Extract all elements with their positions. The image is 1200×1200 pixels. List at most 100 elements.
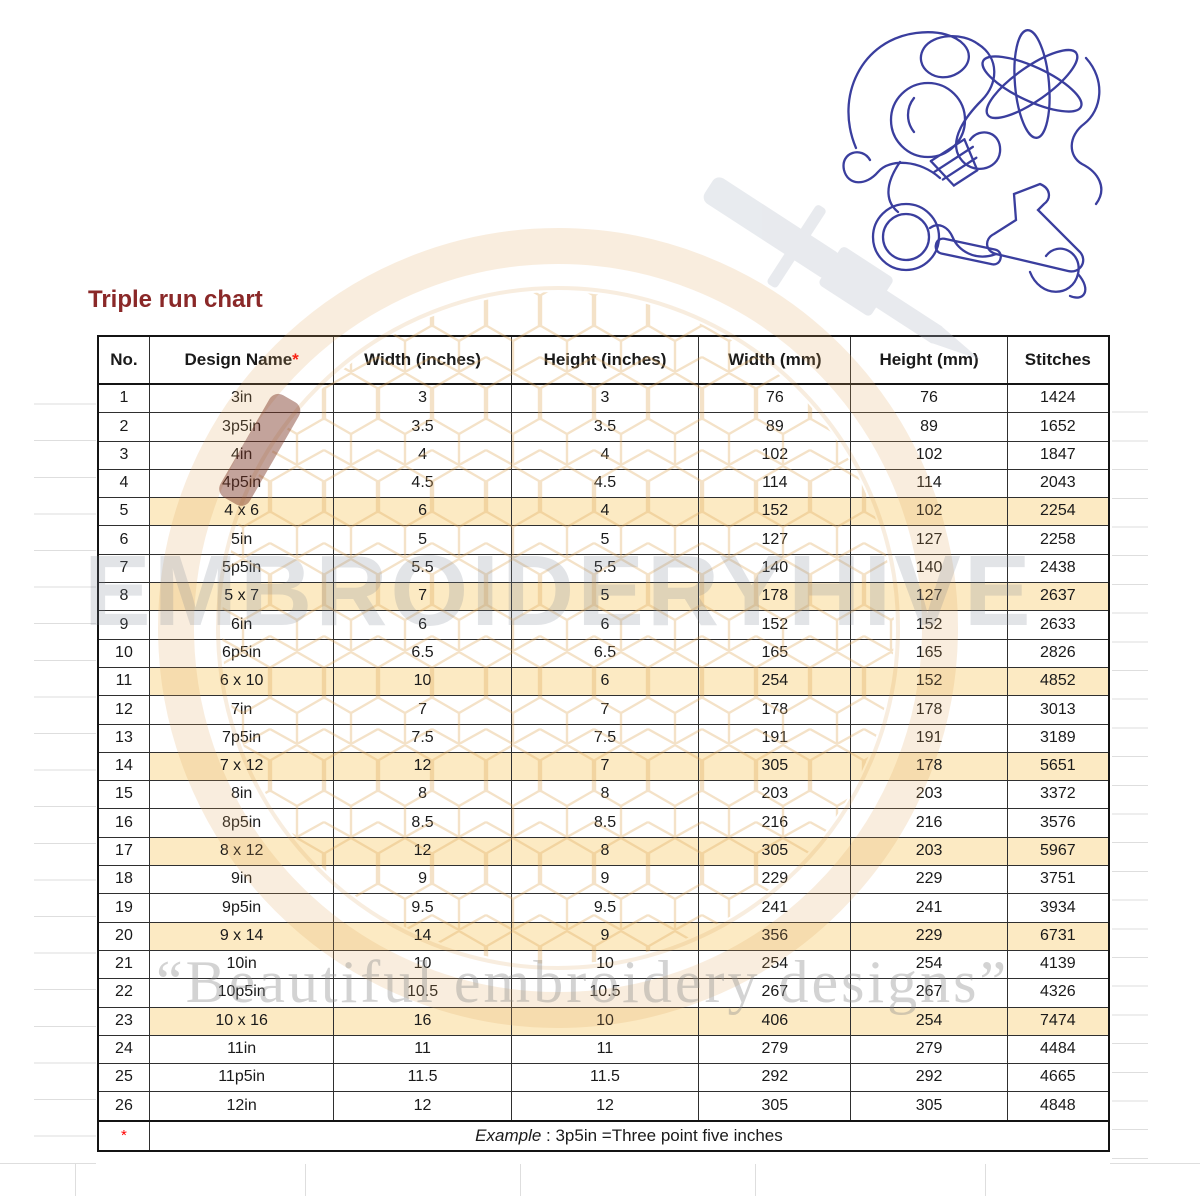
- cell-no: 21: [97, 949, 150, 980]
- cell-design-name: 9 x 14: [148, 921, 335, 951]
- cell-design-name: 7p5in: [148, 723, 335, 753]
- cell-no: 19: [97, 893, 150, 923]
- cell-width-mm: 203: [698, 780, 852, 810]
- cell-stitches: 4852: [1006, 666, 1110, 697]
- cell-height-inches: 4.5: [510, 468, 700, 499]
- cell-width-inches: 9: [333, 865, 512, 895]
- cell-design-name: 10in: [148, 949, 335, 980]
- size-chart-table: No. Design Name* Width (inches) Height (…: [97, 335, 1110, 1152]
- cell-no: 9: [97, 610, 150, 640]
- cell-height-mm: 76: [850, 383, 1008, 414]
- cell-height-mm: 152: [850, 666, 1008, 697]
- cell-design-name: 7 x 12: [148, 751, 335, 782]
- cell-no: 2: [97, 412, 150, 442]
- cell-width-inches: 16: [333, 1006, 512, 1036]
- table-row: 1 3in 3 3 76 76 1424: [97, 383, 1110, 414]
- cell-design-name: 9in: [148, 865, 335, 895]
- gridline-segment: [1110, 1163, 1200, 1164]
- cell-height-inches: 6: [510, 610, 700, 640]
- design-name-label: Design Name: [184, 350, 293, 370]
- cell-width-mm: 89: [698, 412, 852, 442]
- cell-width-inches: 3: [333, 383, 512, 414]
- cell-height-mm: 279: [850, 1034, 1008, 1065]
- cell-width-inches: 7.5: [333, 723, 512, 753]
- cell-width-mm: 305: [698, 751, 852, 782]
- table-row: 10 6p5in 6.5 6.5 165 165 2826: [97, 638, 1110, 668]
- cell-width-inches: 6.5: [333, 638, 512, 668]
- cell-design-name: 3in: [148, 383, 335, 414]
- cell-height-mm: 191: [850, 723, 1008, 753]
- table-row: 11 6 x 10 10 6 254 152 4852: [97, 666, 1110, 697]
- cell-width-mm: 102: [698, 440, 852, 470]
- cell-stitches: 5967: [1006, 836, 1110, 867]
- cell-width-mm: 305: [698, 836, 852, 867]
- cell-width-inches: 7: [333, 695, 512, 725]
- footnote-asterisk: *: [97, 1119, 150, 1152]
- table-row: 24 11in 11 11 279 279 4484: [97, 1034, 1110, 1065]
- cell-no: 20: [97, 921, 150, 951]
- cell-stitches: 1424: [1006, 383, 1110, 414]
- table-row: 22 10p5in 10.5 10.5 267 267 4326: [97, 978, 1110, 1008]
- cell-width-mm: 216: [698, 808, 852, 838]
- cell-height-mm: 254: [850, 949, 1008, 980]
- column-header-stitches: Stitches: [1006, 335, 1110, 385]
- cell-width-mm: 152: [698, 497, 852, 527]
- cell-height-inches: 10: [510, 949, 700, 980]
- cell-no: 25: [97, 1063, 150, 1093]
- cell-width-inches: 10.5: [333, 978, 512, 1008]
- cell-width-inches: 5.5: [333, 553, 512, 584]
- cell-height-inches: 4: [510, 440, 700, 470]
- cell-design-name: 10 x 16: [148, 1006, 335, 1036]
- cell-width-inches: 6: [333, 497, 512, 527]
- table-row: 23 10 x 16 16 10 406 254 7474: [97, 1006, 1110, 1036]
- cell-width-inches: 7: [333, 582, 512, 612]
- cell-width-inches: 12: [333, 836, 512, 867]
- cell-stitches: 3751: [1006, 865, 1110, 895]
- cell-height-inches: 6: [510, 666, 700, 697]
- cell-no: 11: [97, 666, 150, 697]
- cell-width-mm: 165: [698, 638, 852, 668]
- cell-design-name: 12in: [148, 1091, 335, 1122]
- footnote-example-word: Example: [475, 1125, 542, 1145]
- cell-stitches: 3934: [1006, 893, 1110, 923]
- cell-height-inches: 5: [510, 582, 700, 612]
- cell-no: 13: [97, 723, 150, 753]
- spreadsheet-gridlines-right: [1112, 384, 1148, 1164]
- cell-height-inches: 10: [510, 1006, 700, 1036]
- cell-height-inches: 12: [510, 1091, 700, 1122]
- table-row: 26 12in 12 12 305 305 4848: [97, 1091, 1110, 1122]
- cell-width-inches: 10: [333, 666, 512, 697]
- cell-design-name: 10p5in: [148, 978, 335, 1008]
- cell-stitches: 3372: [1006, 780, 1110, 810]
- cell-stitches: 4848: [1006, 1091, 1110, 1122]
- cell-height-inches: 9.5: [510, 893, 700, 923]
- cell-stitches: 4139: [1006, 949, 1110, 980]
- cell-design-name: 5p5in: [148, 553, 335, 584]
- cell-width-inches: 11.5: [333, 1063, 512, 1093]
- cell-stitches: 5651: [1006, 751, 1110, 782]
- table-row: 14 7 x 12 12 7 305 178 5651: [97, 751, 1110, 782]
- cell-height-inches: 7.5: [510, 723, 700, 753]
- table-row: 16 8p5in 8.5 8.5 216 216 3576: [97, 808, 1110, 838]
- table-row: 19 9p5in 9.5 9.5 241 241 3934: [97, 893, 1110, 923]
- cell-no: 18: [97, 865, 150, 895]
- gridline-segment: [305, 1164, 306, 1196]
- cell-height-inches: 9: [510, 865, 700, 895]
- cell-height-mm: 89: [850, 412, 1008, 442]
- cell-width-mm: 292: [698, 1063, 852, 1093]
- cell-height-inches: 5.5: [510, 553, 700, 584]
- cell-stitches: 2258: [1006, 525, 1110, 555]
- column-header-width-mm: Width (mm): [698, 335, 852, 385]
- cell-width-mm: 267: [698, 978, 852, 1008]
- cell-design-name: 11in: [148, 1034, 335, 1065]
- cell-design-name: 8 x 12: [148, 836, 335, 867]
- footnote-row: * Example : 3p5in =Three point five inch…: [97, 1119, 1110, 1152]
- cell-no: 4: [97, 468, 150, 499]
- table-row: 13 7p5in 7.5 7.5 191 191 3189: [97, 723, 1110, 753]
- cell-stitches: 2254: [1006, 497, 1110, 527]
- cell-width-inches: 10: [333, 949, 512, 980]
- cell-height-mm: 165: [850, 638, 1008, 668]
- cell-height-inches: 10.5: [510, 978, 700, 1008]
